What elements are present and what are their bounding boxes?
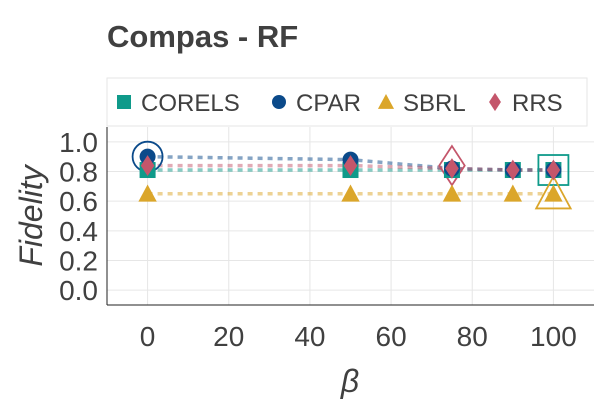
x-tick-label: 60	[376, 321, 407, 352]
point-rrs	[140, 155, 155, 176]
legend-label-sbrl: SBRL	[403, 90, 466, 117]
x-tick-label: 20	[213, 321, 244, 352]
point-sbrl	[138, 184, 157, 202]
point-sbrl	[442, 184, 462, 202]
y-tick-labels: 0.00.20.40.60.81.0	[59, 127, 98, 306]
legend: CORELS CPAR SBRL RRS	[106, 77, 588, 127]
point-sbrl	[503, 184, 523, 202]
y-tick-label: 0.4	[59, 216, 98, 247]
x-tick-label: 40	[294, 321, 325, 352]
x-tick-label: 80	[457, 321, 488, 352]
legend-label-rrs: RRS	[512, 90, 563, 117]
y-tick-label: 0.2	[59, 246, 98, 277]
y-tick-label: 0.8	[59, 157, 98, 188]
point-rrs	[546, 159, 561, 181]
plot-area	[106, 127, 594, 306]
point-sbrl	[341, 184, 360, 202]
legend-marker-sbrl	[377, 93, 395, 109]
y-tick-label: 0.0	[59, 275, 98, 306]
series-markers	[138, 148, 563, 202]
highlight-marker-sbrl	[534, 174, 573, 210]
legend-marker-corels	[117, 95, 131, 109]
x-tick-label: 0	[140, 321, 156, 352]
point-sbrl	[544, 184, 563, 202]
x-tick-labels: 0 20 40 60 80 100	[140, 321, 577, 352]
y-tick-label: 1.0	[59, 127, 98, 158]
legend-label-corels: CORELS	[141, 90, 240, 117]
x-tick-label: 100	[530, 321, 577, 352]
y-axis-label: Fidelity	[13, 163, 49, 266]
x-axis-label: β	[340, 363, 359, 399]
legend-frame	[106, 77, 588, 127]
point-rrs	[445, 158, 459, 179]
point-rrs	[343, 155, 358, 176]
y-tick-label: 0.6	[59, 186, 98, 217]
legend-marker-cpar	[272, 95, 286, 109]
legend-label-cpar: CPAR	[296, 90, 361, 117]
legend-marker-rrs	[489, 92, 501, 112]
chart-title: Compas - RF	[107, 19, 298, 54]
point-rrs	[506, 159, 520, 181]
